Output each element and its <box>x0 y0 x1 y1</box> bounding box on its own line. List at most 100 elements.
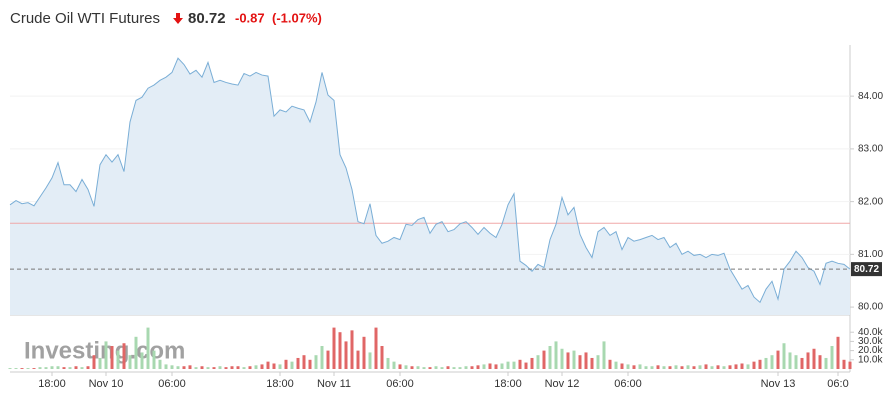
volume-bar <box>242 367 246 369</box>
volume-bar <box>578 355 582 369</box>
volume-bar <box>560 348 564 369</box>
volume-bar <box>236 366 240 369</box>
volume-bar <box>218 366 222 369</box>
volume-bar <box>476 365 480 369</box>
x-tick-label: 06:00 <box>386 378 414 390</box>
volume-bar <box>296 357 300 369</box>
volume-bar <box>722 366 726 369</box>
volume-bar <box>68 367 72 369</box>
volume-bar <box>14 368 18 369</box>
volume-bar <box>392 361 396 369</box>
volume-bar <box>650 366 654 369</box>
volume-bar <box>164 364 168 369</box>
volume-bar <box>266 361 270 369</box>
instrument-title: Crude Oil WTI Futures <box>10 10 160 27</box>
volume-bar <box>368 352 372 369</box>
volume-bar <box>182 366 186 369</box>
volume-bar <box>608 359 612 369</box>
x-tick-label: 18:00 <box>38 378 66 390</box>
volume-bar <box>482 364 486 369</box>
volume-bar <box>806 352 810 369</box>
volume-tick-label: 10.0k <box>858 354 883 365</box>
volume-bar <box>776 350 780 369</box>
volume-bar <box>8 368 12 369</box>
volume-bar <box>398 364 402 369</box>
volume-bar <box>326 350 330 369</box>
volume-bar <box>638 364 642 369</box>
volume-bar <box>518 359 522 369</box>
volume-bar <box>734 364 738 369</box>
volume-bar <box>278 364 282 369</box>
volume-bar <box>428 367 432 369</box>
volume-bar <box>506 361 510 369</box>
y-tick-label: 84.00 <box>858 91 883 102</box>
price-line <box>9 57 851 304</box>
volume-bar <box>134 336 138 369</box>
volume-bar <box>626 364 630 369</box>
volume-bar <box>500 363 504 369</box>
volume-bar <box>302 355 306 369</box>
volume-bar <box>116 350 120 369</box>
volume-bar <box>284 359 288 369</box>
volume-bar <box>542 350 546 369</box>
last-price-label: 80.72 <box>854 264 879 275</box>
volume-bar <box>488 363 492 369</box>
volume-bar <box>308 359 312 369</box>
volume-bar <box>746 364 750 369</box>
volume-bar <box>206 367 210 369</box>
volume-bar <box>170 365 174 369</box>
volume-bar <box>338 332 342 369</box>
volume-bar <box>770 355 774 369</box>
volume-bar <box>800 357 804 369</box>
volume-bar <box>752 361 756 369</box>
volume-bar <box>842 359 846 369</box>
volume-bar <box>674 365 678 369</box>
volume-bar <box>272 363 276 369</box>
volume-bar <box>248 366 252 369</box>
volume-bar <box>188 365 192 369</box>
volume-bar <box>410 366 414 369</box>
x-tick-label: Nov 13 <box>761 378 796 390</box>
volume-bar <box>290 361 294 369</box>
volume-bar <box>62 367 66 369</box>
volume-bar <box>740 363 744 369</box>
last-price-box <box>851 262 882 277</box>
volume-bar <box>176 366 180 369</box>
volume-bar <box>698 365 702 369</box>
change-percent: (-1.07%) <box>272 10 322 25</box>
volume-bar <box>380 346 384 369</box>
volume-bar <box>524 362 528 369</box>
volume-bar <box>158 359 162 369</box>
volume-bar <box>668 366 672 369</box>
volume-bar <box>152 350 156 369</box>
volume-bar <box>788 352 792 369</box>
volume-bar <box>86 366 90 369</box>
volume-bar <box>140 352 144 369</box>
volume-bar <box>38 367 42 369</box>
volume-bar <box>632 365 636 369</box>
volume-bar <box>512 361 516 369</box>
volume-bar <box>656 365 660 369</box>
volume-bar <box>440 367 444 369</box>
volume-bar <box>56 366 60 369</box>
volume-bar <box>836 336 840 369</box>
volume-bar <box>80 367 84 369</box>
volume-bar <box>416 366 420 369</box>
volume-bar <box>758 359 762 369</box>
volume-bar <box>404 365 408 369</box>
volume-bar <box>572 350 576 369</box>
volume-bar <box>782 343 786 369</box>
x-tick-label: 18:00 <box>266 378 294 390</box>
volume-bar <box>254 365 258 369</box>
volume-bar <box>92 355 96 369</box>
y-tick-label: 82.00 <box>858 196 883 207</box>
volume-tick-label: 30.0k <box>858 336 883 347</box>
y-tick-label: 83.00 <box>858 144 883 155</box>
volume-bar <box>464 366 468 369</box>
y-tick-label: 80.00 <box>858 302 883 313</box>
volume-bar <box>596 355 600 369</box>
volume-bar <box>260 364 264 369</box>
volume-bar <box>704 364 708 369</box>
